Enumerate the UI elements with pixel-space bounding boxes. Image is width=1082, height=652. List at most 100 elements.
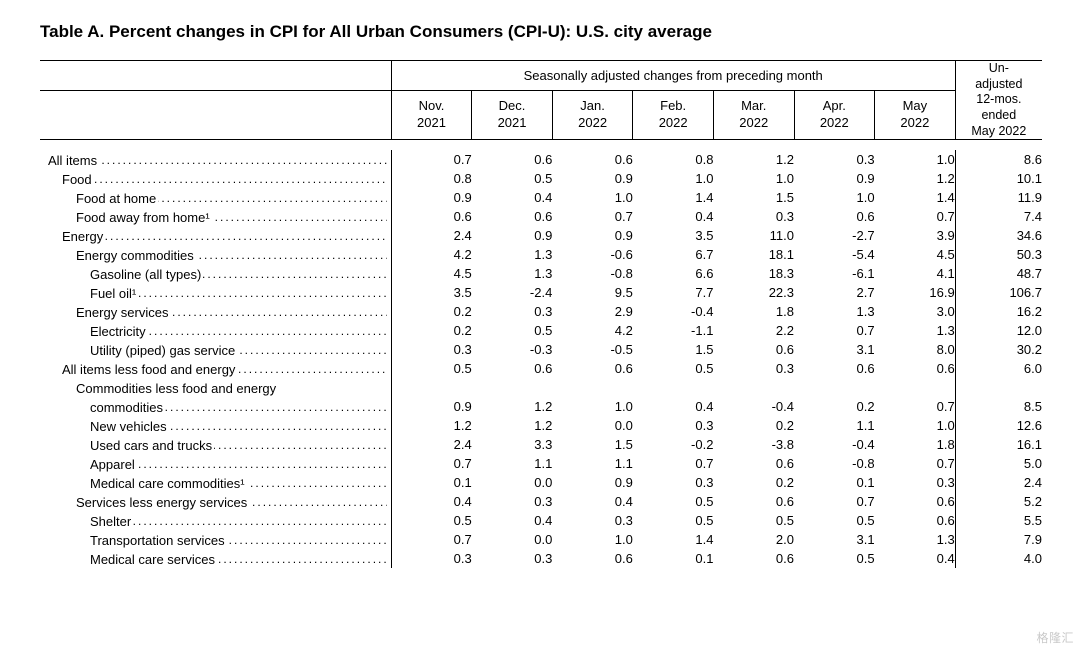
row-label: Gasoline (all types) <box>40 267 203 282</box>
value-cell: 7.7 <box>633 283 714 302</box>
value-cell: 4.5 <box>875 245 956 264</box>
value-cell-12mo: 10.1 <box>955 169 1042 188</box>
value-cell: 6.6 <box>633 264 714 283</box>
row-label-cell: ........................................… <box>40 264 391 283</box>
table-row: ........................................… <box>40 397 1042 416</box>
row-label-cell: ........................................… <box>40 321 391 340</box>
row-label: Commodities less food and energy <box>40 381 278 396</box>
table-title: Table A. Percent changes in CPI for All … <box>40 22 1042 42</box>
value-cell: 1.3 <box>875 530 956 549</box>
watermark: 格隆汇 <box>1036 629 1074 646</box>
value-cell <box>875 378 956 397</box>
value-cell-12mo: 8.6 <box>955 150 1042 169</box>
value-cell: -0.4 <box>633 302 714 321</box>
cpi-table: Seasonally adjusted changes from precedi… <box>40 60 1042 568</box>
value-cell: 1.3 <box>875 321 956 340</box>
value-cell: 0.4 <box>552 492 633 511</box>
value-cell: 0.6 <box>552 549 633 568</box>
value-cell: 0.3 <box>552 511 633 530</box>
value-cell: 0.6 <box>875 359 956 378</box>
value-cell: 0.7 <box>875 454 956 473</box>
value-cell: -0.4 <box>794 435 875 454</box>
table-row: ........................................… <box>40 454 1042 473</box>
value-cell: 0.9 <box>472 226 553 245</box>
value-cell: 0.7 <box>391 530 472 549</box>
value-cell: -0.6 <box>552 245 633 264</box>
value-cell: -0.8 <box>552 264 633 283</box>
row-label: All items <box>40 153 99 168</box>
value-cell: 1.5 <box>713 188 794 207</box>
value-cell: 3.1 <box>794 340 875 359</box>
row-label: Utility (piped) gas service <box>40 343 237 358</box>
table-row: ........................................… <box>40 340 1042 359</box>
row-label-cell: ........................................… <box>40 226 391 245</box>
value-cell-12mo: 7.9 <box>955 530 1042 549</box>
value-cell: 1.2 <box>391 416 472 435</box>
value-cell: 1.0 <box>713 169 794 188</box>
group-header: Seasonally adjusted changes from precedi… <box>391 61 955 91</box>
row-label: Medical care services <box>40 552 217 567</box>
row-label: Services less energy services <box>40 495 249 510</box>
table-row: ........................................… <box>40 416 1042 435</box>
value-cell: 1.0 <box>633 169 714 188</box>
value-cell: 0.7 <box>794 492 875 511</box>
value-cell: 0.3 <box>633 416 714 435</box>
value-cell: -0.5 <box>552 340 633 359</box>
value-cell: 0.3 <box>472 549 553 568</box>
value-cell: 1.0 <box>552 397 633 416</box>
row-label: All items less food and energy <box>40 362 237 377</box>
value-cell: 0.8 <box>633 150 714 169</box>
month-header: Dec.2021 <box>472 90 553 139</box>
value-cell-12mo: 6.0 <box>955 359 1042 378</box>
table-row: ........................................… <box>40 321 1042 340</box>
value-cell: 1.0 <box>552 188 633 207</box>
value-cell: 1.5 <box>633 340 714 359</box>
value-cell: 0.6 <box>713 492 794 511</box>
value-cell <box>794 378 875 397</box>
value-cell-12mo: 16.2 <box>955 302 1042 321</box>
row-label-cell: ........................................… <box>40 530 391 549</box>
row-label-cell: ........................................… <box>40 454 391 473</box>
month-header: Jan.2022 <box>552 90 633 139</box>
value-cell: 0.2 <box>794 397 875 416</box>
value-cell: 0.1 <box>794 473 875 492</box>
value-cell: -3.8 <box>713 435 794 454</box>
value-cell: 0.2 <box>391 302 472 321</box>
value-cell: 0.6 <box>794 207 875 226</box>
value-cell: 1.2 <box>472 416 553 435</box>
value-cell: 0.3 <box>472 302 553 321</box>
value-cell-12mo: 5.5 <box>955 511 1042 530</box>
value-cell: 1.3 <box>472 245 553 264</box>
value-cell: 0.3 <box>633 473 714 492</box>
value-cell-12mo: 5.0 <box>955 454 1042 473</box>
value-cell: 0.1 <box>391 473 472 492</box>
value-cell: 8.0 <box>875 340 956 359</box>
row-label-cell: ........................................… <box>40 302 391 321</box>
month-header: Nov.2021 <box>391 90 472 139</box>
value-cell-12mo: 5.2 <box>955 492 1042 511</box>
value-cell: 0.9 <box>391 188 472 207</box>
value-cell: 2.2 <box>713 321 794 340</box>
table-row: ........................................… <box>40 207 1042 226</box>
value-cell: -6.1 <box>794 264 875 283</box>
value-cell: 0.3 <box>713 207 794 226</box>
value-cell: -5.4 <box>794 245 875 264</box>
value-cell <box>391 378 472 397</box>
value-cell <box>633 378 714 397</box>
value-cell: 1.4 <box>875 188 956 207</box>
value-cell: 0.4 <box>633 207 714 226</box>
row-label-cell: ........................................… <box>40 207 391 226</box>
row-label: Food at home <box>40 191 158 206</box>
table-row: ........................................… <box>40 492 1042 511</box>
value-cell: 1.0 <box>875 150 956 169</box>
value-cell <box>552 378 633 397</box>
row-label-cell: ........................................… <box>40 188 391 207</box>
table-row: ........................................… <box>40 378 1042 397</box>
value-cell: 4.5 <box>391 264 472 283</box>
value-cell: 0.5 <box>633 359 714 378</box>
value-cell: 3.0 <box>875 302 956 321</box>
value-cell: 3.3 <box>472 435 553 454</box>
row-label-cell: ........................................… <box>40 416 391 435</box>
table-row: ........................................… <box>40 435 1042 454</box>
row-label-cell: ........................................… <box>40 378 391 397</box>
